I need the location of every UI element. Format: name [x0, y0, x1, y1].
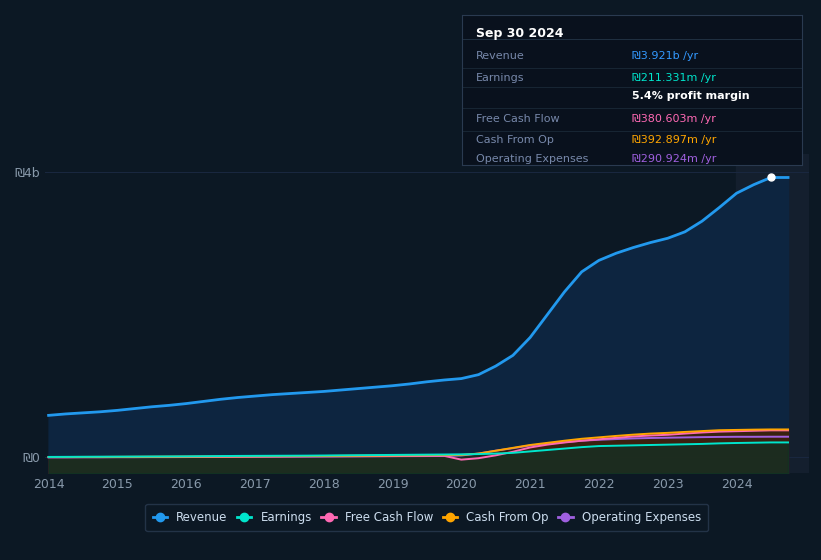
Text: Free Cash Flow: Free Cash Flow	[475, 114, 559, 124]
Text: Earnings: Earnings	[475, 73, 524, 83]
Bar	[736, 154, 815, 473]
Text: ₪380.603m /yr: ₪380.603m /yr	[632, 114, 716, 124]
Text: ₪211.331m /yr: ₪211.331m /yr	[632, 73, 716, 83]
Point	[764, 173, 777, 182]
Text: ₪3.921b /yr: ₪3.921b /yr	[632, 50, 698, 60]
Text: ₪290.924m /yr: ₪290.924m /yr	[632, 154, 717, 164]
Text: Operating Expenses: Operating Expenses	[475, 154, 588, 164]
Text: Cash From Op: Cash From Op	[475, 134, 553, 144]
Text: Sep 30 2024: Sep 30 2024	[475, 27, 563, 40]
Text: 5.4% profit margin: 5.4% profit margin	[632, 91, 750, 101]
Legend: Revenue, Earnings, Free Cash Flow, Cash From Op, Operating Expenses: Revenue, Earnings, Free Cash Flow, Cash …	[145, 504, 709, 531]
Text: Revenue: Revenue	[475, 50, 525, 60]
Text: ₪392.897m /yr: ₪392.897m /yr	[632, 134, 717, 144]
